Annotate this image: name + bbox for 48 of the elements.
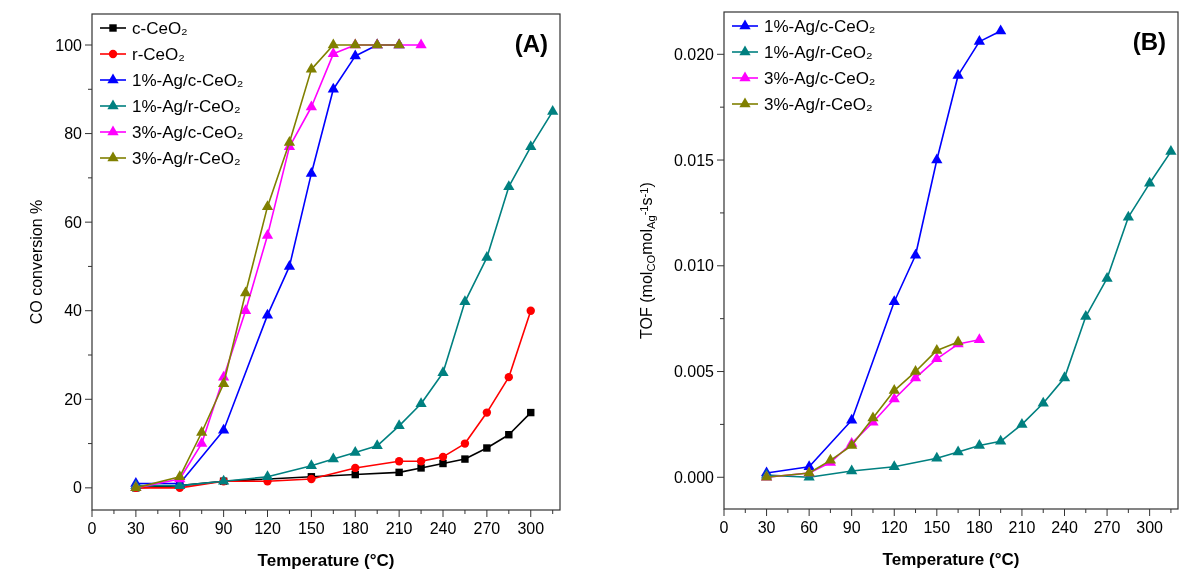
y-tick-label: 20	[64, 390, 83, 408]
x-tick-label: 120	[880, 519, 908, 536]
text: (A)	[514, 30, 548, 57]
x-tick-label: 240	[429, 520, 457, 537]
x-tick-label: 90	[842, 519, 861, 536]
y-tick-label: 0.020	[673, 45, 715, 63]
legend-label: 3%-Ag/r-CeO₂	[132, 149, 241, 168]
x-tick-label: 60	[800, 519, 819, 536]
y-tick-label: 60	[64, 213, 83, 231]
y-tick-label: 0.015	[673, 151, 715, 169]
y-tick-label: 40	[64, 302, 83, 320]
x-tick-label: 270	[473, 520, 501, 537]
legend-label: 3%-Ag/c-CeO₂	[132, 123, 244, 142]
x-tick-label: 180	[966, 519, 993, 536]
y-axis-title: CO conversion %	[28, 199, 45, 325]
x-tick-label: 210	[1008, 519, 1036, 536]
y-tick-label: 0.000	[673, 468, 715, 486]
legend-label: r-CeO₂	[132, 45, 185, 64]
x-tick-label: 180	[341, 520, 369, 537]
x-tick-label: 210	[385, 520, 413, 537]
x-tick-label: 120	[254, 520, 281, 537]
x-axis-title: Temperature (°C)	[882, 550, 1020, 569]
x-tick-label: 0	[87, 520, 97, 537]
legend-label: 1%-Ag/c-CeO₂	[132, 71, 244, 90]
legend-label: c-CeO₂	[132, 19, 188, 38]
x-tick-label: 30	[126, 520, 145, 537]
x-tick-label: 30	[757, 519, 776, 536]
y-tick-label: 80	[64, 125, 83, 143]
x-tick-label: 270	[1093, 519, 1121, 536]
x-tick-label: 300	[1136, 519, 1164, 536]
legend-label: 3%-Ag/r-CeO₂	[764, 95, 873, 114]
legend-label: 1%-Ag/r-CeO₂	[764, 43, 873, 62]
legend-label: 1%-Ag/r-CeO₂	[132, 97, 241, 116]
x-tick-label: 150	[298, 520, 325, 537]
x-axis-title: Temperature (°C)	[257, 551, 395, 570]
y-tick-label: 100	[55, 36, 83, 54]
legend-label: 1%-Ag/c-CeO₂	[764, 17, 876, 36]
x-tick-label: 300	[517, 520, 545, 537]
x-tick-label: 60	[170, 520, 189, 537]
x-tick-label: 90	[214, 520, 233, 537]
y-tick-label: 0.005	[673, 363, 715, 381]
text: (B)	[1132, 28, 1166, 55]
x-tick-label: 0	[719, 519, 729, 536]
x-tick-label: 150	[923, 519, 951, 536]
y-tick-label: 0	[73, 479, 83, 497]
y-tick-label: 0.010	[673, 257, 715, 275]
legend-label: 3%-Ag/c-CeO₂	[764, 69, 876, 88]
x-tick-label: 240	[1051, 519, 1078, 536]
